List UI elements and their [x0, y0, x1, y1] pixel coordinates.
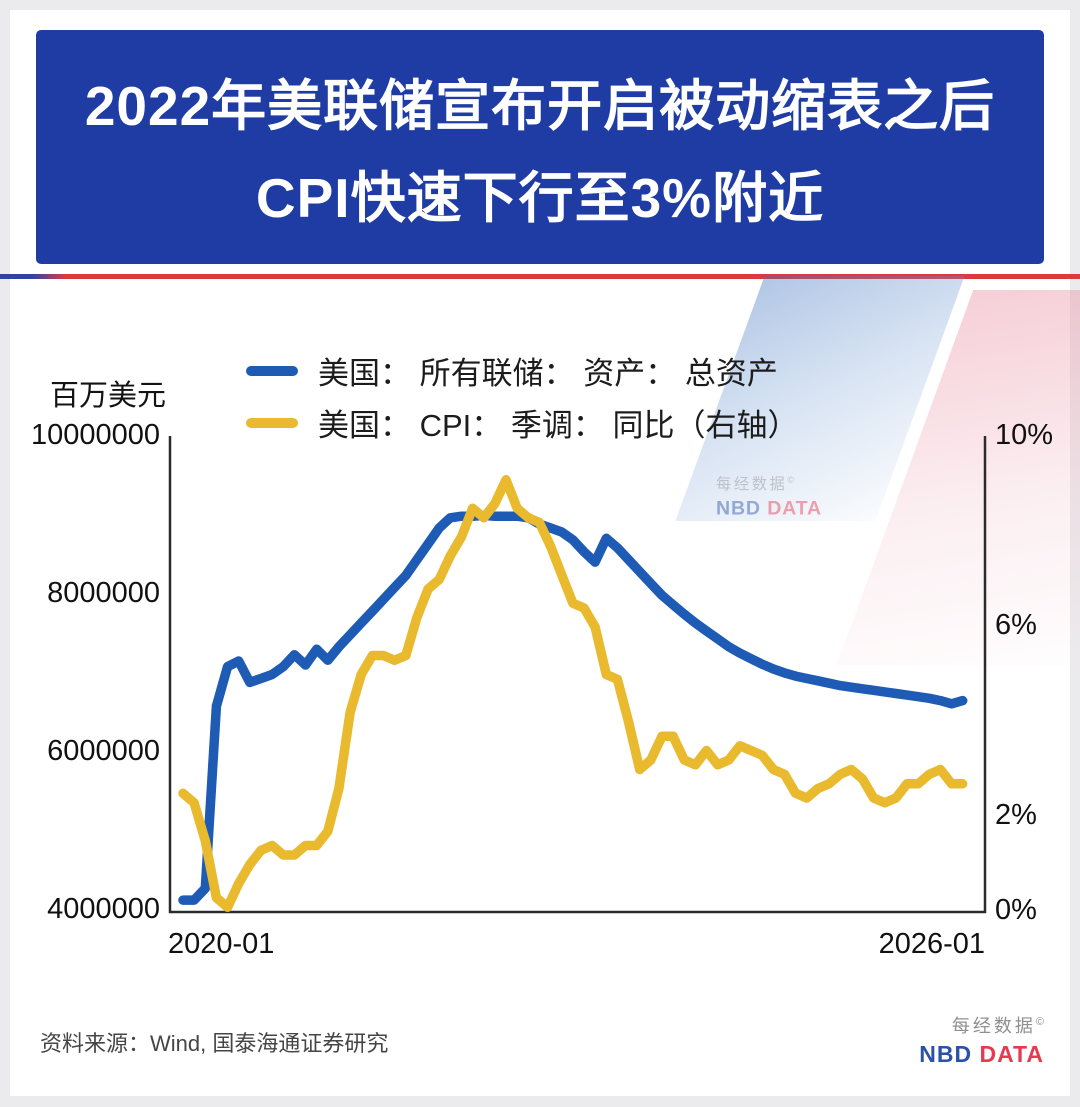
- left-axis-tick-10000000: 10000000: [30, 419, 160, 451]
- left-axis-tick-6000000: 6000000: [47, 735, 160, 767]
- legend-swatch-assets: [246, 365, 298, 376]
- legend-swatch-cpi: [246, 417, 298, 428]
- legend-label-assets: 美国： 所有联储： 资产： 总资产: [318, 356, 778, 391]
- nbd-logo-cn: 每经数据©: [951, 1016, 1044, 1036]
- watermark-logo: 每经数据© NBD DATA: [716, 472, 822, 520]
- left-axis-tick-8000000: 8000000: [47, 577, 160, 609]
- title-banner: 2022年美联储宣布开启被动缩表之后 CPI快速下行至3%附近: [36, 30, 1044, 264]
- right-axis-tick-10pct: 10%: [995, 419, 1054, 451]
- legend-item-cpi: 美国： CPI： 季调： 同比（右轴）: [246, 404, 799, 443]
- nbd-logo-en: NBD DATA: [919, 1041, 1044, 1067]
- left-axis-unit-label: 百万美元: [50, 380, 167, 412]
- right-axis-tick-2pct: 2%: [995, 799, 1037, 831]
- right-axis-tick-6pct: 6%: [995, 609, 1037, 641]
- watermark-logo-en: NBD DATA: [716, 496, 822, 519]
- right-axis-tick-0pct: 0%: [995, 894, 1037, 926]
- x-axis-tick-2020-01: 2020-01: [168, 928, 275, 960]
- watermark-logo-cn: 每经数据©: [716, 475, 795, 493]
- legend: 美国： 所有联储： 资产： 总资产 美国： CPI： 季调： 同比（右轴）: [246, 352, 799, 443]
- left-axis-tick-4000000: 4000000: [47, 893, 160, 925]
- nbd-logo: 每经数据© NBD DATA: [919, 1012, 1044, 1068]
- legend-item-assets: 美国： 所有联储： 资产： 总资产: [246, 352, 799, 391]
- page-title-line-2: CPI快速下行至3%附近: [255, 167, 825, 229]
- data-source-note: 资料来源：Wind, 国泰海通证券研究: [40, 1031, 389, 1056]
- divider-line: [0, 274, 1080, 279]
- legend-label-cpi: 美国： CPI： 季调： 同比（右轴）: [318, 408, 799, 443]
- page-title-line-1: 2022年美联储宣布开启被动缩表之后: [84, 75, 996, 137]
- x-axis-tick-2026-01: 2026-01: [878, 928, 985, 960]
